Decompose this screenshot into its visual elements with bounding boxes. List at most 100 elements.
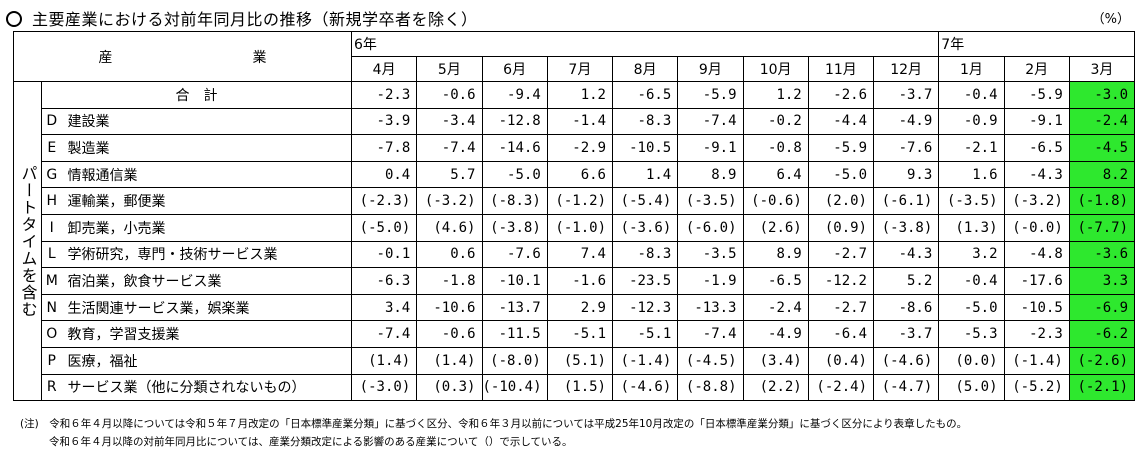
value-cell: -9.1 bbox=[677, 134, 744, 162]
value-cell: (1.3) bbox=[938, 213, 1005, 242]
value-cell: -0.4 bbox=[938, 81, 1005, 109]
table-row: N 生活関連サービス業，娯楽業 3.4 -10.6 -13.7 2.9 -12.3 -13.3… bbox=[14, 293, 1136, 322]
value-cell: 3.2 bbox=[938, 240, 1005, 269]
industry-code: L bbox=[41, 240, 62, 269]
value-cell: -13.7 bbox=[481, 293, 548, 322]
industry-table: 産業 6年 7年 4月 5月 6月 7月 8月 9月 10月 11月 12月 1月 2月 3月 パート… bbox=[13, 31, 1136, 402]
value-cell: -12.3 bbox=[611, 293, 679, 322]
value-cell: -5.1 bbox=[611, 320, 679, 348]
value-cell: -6.4 bbox=[807, 320, 875, 348]
value-cell: -3.7 bbox=[872, 320, 940, 348]
year-header-row: 産業 6年 7年 bbox=[13, 31, 1136, 82]
industry-code: G bbox=[41, 160, 62, 189]
value-cell: -3.6 bbox=[1068, 240, 1136, 269]
value-cell: -13.3 bbox=[677, 293, 744, 322]
value-cell: (0.4) bbox=[807, 346, 875, 375]
value-cell: -6.5 bbox=[611, 81, 679, 109]
value-cell: (-3.5) bbox=[677, 187, 744, 215]
value-cell: -7.6 bbox=[481, 240, 548, 269]
value-cell: -2.4 bbox=[742, 293, 809, 322]
value-cell: -0.2 bbox=[742, 107, 809, 136]
value-cell: (-4.6) bbox=[872, 346, 940, 375]
value-cell: -3.5 bbox=[677, 240, 744, 269]
value-cell: (-4.5) bbox=[677, 346, 744, 375]
value-cell: -4.4 bbox=[807, 107, 875, 136]
value-cell: (2.6) bbox=[742, 213, 809, 242]
value-cell: -3.4 bbox=[416, 107, 483, 136]
value-cell: 5.2 bbox=[872, 267, 940, 295]
value-cell: -7.4 bbox=[350, 320, 418, 348]
value-cell: (-6.0) bbox=[677, 213, 744, 242]
value-cell: -10.5 bbox=[1003, 293, 1070, 322]
value-cell: 5.7 bbox=[416, 160, 483, 189]
industry-code: N bbox=[41, 293, 62, 322]
value-cell: (-5.4) bbox=[611, 187, 679, 215]
industry-code: D bbox=[41, 107, 62, 136]
value-cell: -5.1 bbox=[546, 320, 614, 348]
value-cell: (-1.4) bbox=[611, 346, 679, 375]
industry-name: サービス業（他に分類されないもの） bbox=[61, 373, 352, 402]
value-cell: 2.9 bbox=[546, 293, 614, 322]
value-cell: (-2.1) bbox=[1068, 373, 1136, 402]
table-row: M 宿泊業，飲食サービス業 -6.3 -1.8 -10.1 -1.6 -23.5 -1.9 -6… bbox=[14, 267, 1136, 295]
industry-name: 学術研究，専門・技術サービス業 bbox=[61, 240, 352, 269]
value-cell: (-1.0) bbox=[546, 213, 614, 242]
side-label-text: パートタイムを含む bbox=[18, 164, 38, 318]
value-cell: -23.5 bbox=[611, 267, 679, 295]
value-cell: -6.5 bbox=[1003, 134, 1070, 162]
value-cell: (-0.6) bbox=[742, 187, 809, 215]
value-cell: -7.8 bbox=[350, 134, 418, 162]
value-cell: -3.9 bbox=[350, 107, 418, 136]
table-row-total: パートタイムを含む合 計 -2.3 -0.6 -9.4 1.2 -6.5 -5.9 1.2 -2… bbox=[13, 80, 1136, 402]
footnotes: (注) 令和６年４月以降については令和５年７月改定の「日本標準産業分類」に基づく… bbox=[20, 415, 967, 451]
value-cell: 1.6 bbox=[938, 160, 1005, 189]
footnote-2: 令和６年４月以降の対前年同月比については、産業分類改定による影響のある産業につい… bbox=[49, 436, 573, 448]
industry-code: I bbox=[41, 213, 62, 242]
value-cell: 0.6 bbox=[416, 240, 483, 269]
month-header: 8月 bbox=[611, 56, 679, 82]
value-cell: 1.2 bbox=[546, 81, 614, 109]
circle-bullet-icon bbox=[6, 11, 22, 27]
value-cell: -2.3 bbox=[1003, 320, 1070, 348]
table-row: D 建設業 -3.9 -3.4 -12.8 -1.4 -8.3 -7.4 -0.2 -4.4 -4.… bbox=[14, 107, 1136, 136]
value-cell: -17.6 bbox=[1003, 267, 1070, 295]
value-cell: (4.6) bbox=[416, 213, 483, 242]
value-cell: -6.5 bbox=[742, 267, 809, 295]
month-header: 2月 bbox=[1003, 56, 1070, 82]
value-cell: (-3.2) bbox=[416, 187, 483, 215]
value-cell: (-4.7) bbox=[872, 373, 940, 402]
industry-name: 生活関連サービス業，娯楽業 bbox=[61, 293, 352, 322]
footnote-1: (注) 令和６年４月以降については令和５年７月改定の「日本標準産業分類」に基づく… bbox=[20, 418, 968, 430]
value-cell: 8.9 bbox=[677, 160, 744, 189]
year-header-6: 6年 bbox=[350, 31, 940, 57]
table-row: E 製造業 -7.8 -7.4 -14.6 -2.9 -10.5 -9.1 -0.8 -5.9 -7… bbox=[14, 134, 1136, 162]
industry-column-header: 産業 bbox=[13, 31, 352, 82]
total-label: 合 計 bbox=[41, 81, 352, 109]
industry-code: O bbox=[41, 320, 62, 348]
value-cell: -4.5 bbox=[1068, 134, 1136, 162]
unit-label: （%） bbox=[1091, 12, 1130, 27]
value-cell: (-10.4) bbox=[481, 373, 548, 402]
month-header: 4月 bbox=[350, 56, 418, 82]
value-cell: (-1.8) bbox=[1068, 187, 1136, 215]
month-header: 10月 bbox=[742, 56, 809, 82]
value-cell: -2.3 bbox=[350, 81, 418, 109]
value-cell: -0.1 bbox=[350, 240, 418, 269]
value-cell: -4.3 bbox=[1003, 160, 1070, 189]
value-cell: -5.9 bbox=[677, 81, 744, 109]
value-cell: -4.8 bbox=[1003, 240, 1070, 269]
value-cell: (-1.2) bbox=[546, 187, 614, 215]
value-cell: 3.3 bbox=[1068, 267, 1136, 295]
value-cell: -10.5 bbox=[611, 134, 679, 162]
value-cell: 1.4 bbox=[611, 160, 679, 189]
value-cell: -12.2 bbox=[807, 267, 875, 295]
value-cell: 8.9 bbox=[742, 240, 809, 269]
value-cell: -0.6 bbox=[416, 81, 483, 109]
value-cell: -2.6 bbox=[807, 81, 875, 109]
value-cell: -6.3 bbox=[350, 267, 418, 295]
industry-name: 医療，福祉 bbox=[61, 346, 352, 375]
value-cell: (-2.3) bbox=[350, 187, 418, 215]
month-header: 11月 bbox=[807, 56, 875, 82]
value-cell: -4.9 bbox=[872, 107, 940, 136]
month-header: 3月 bbox=[1068, 56, 1136, 82]
